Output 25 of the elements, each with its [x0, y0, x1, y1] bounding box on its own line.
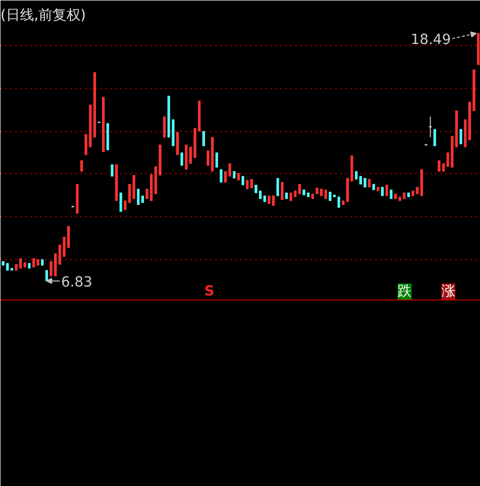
- candlestick: [110, 164, 114, 177]
- candlestick: [276, 178, 280, 196]
- annotation: 涨: [441, 283, 456, 300]
- annotation: 18.49: [410, 32, 451, 48]
- candlestick: [180, 152, 184, 166]
- annotation: 跌: [398, 283, 412, 300]
- candlestick: [220, 169, 222, 182]
- candlestick: [163, 116, 166, 138]
- candlestick: [280, 182, 284, 200]
- candlestick: [460, 128, 462, 145]
- annotation: 6.83: [61, 274, 92, 290]
- candlestick: [433, 128, 436, 146]
- candlestick: [202, 130, 205, 146]
- candlestick: [385, 184, 388, 196]
- candlestick: [45, 270, 48, 282]
- candlestick: [337, 196, 340, 208]
- annotation: S: [204, 283, 214, 300]
- candlestick: [80, 160, 83, 172]
- candlestick: [176, 132, 179, 156]
- candlestick: [298, 184, 301, 194]
- candlestick: [429, 116, 432, 138]
- candlestick: [119, 192, 122, 212]
- candlestick: [136, 188, 140, 206]
- chart-title: (日线,前复权): [0, 8, 86, 24]
- candlestick: [215, 152, 218, 168]
